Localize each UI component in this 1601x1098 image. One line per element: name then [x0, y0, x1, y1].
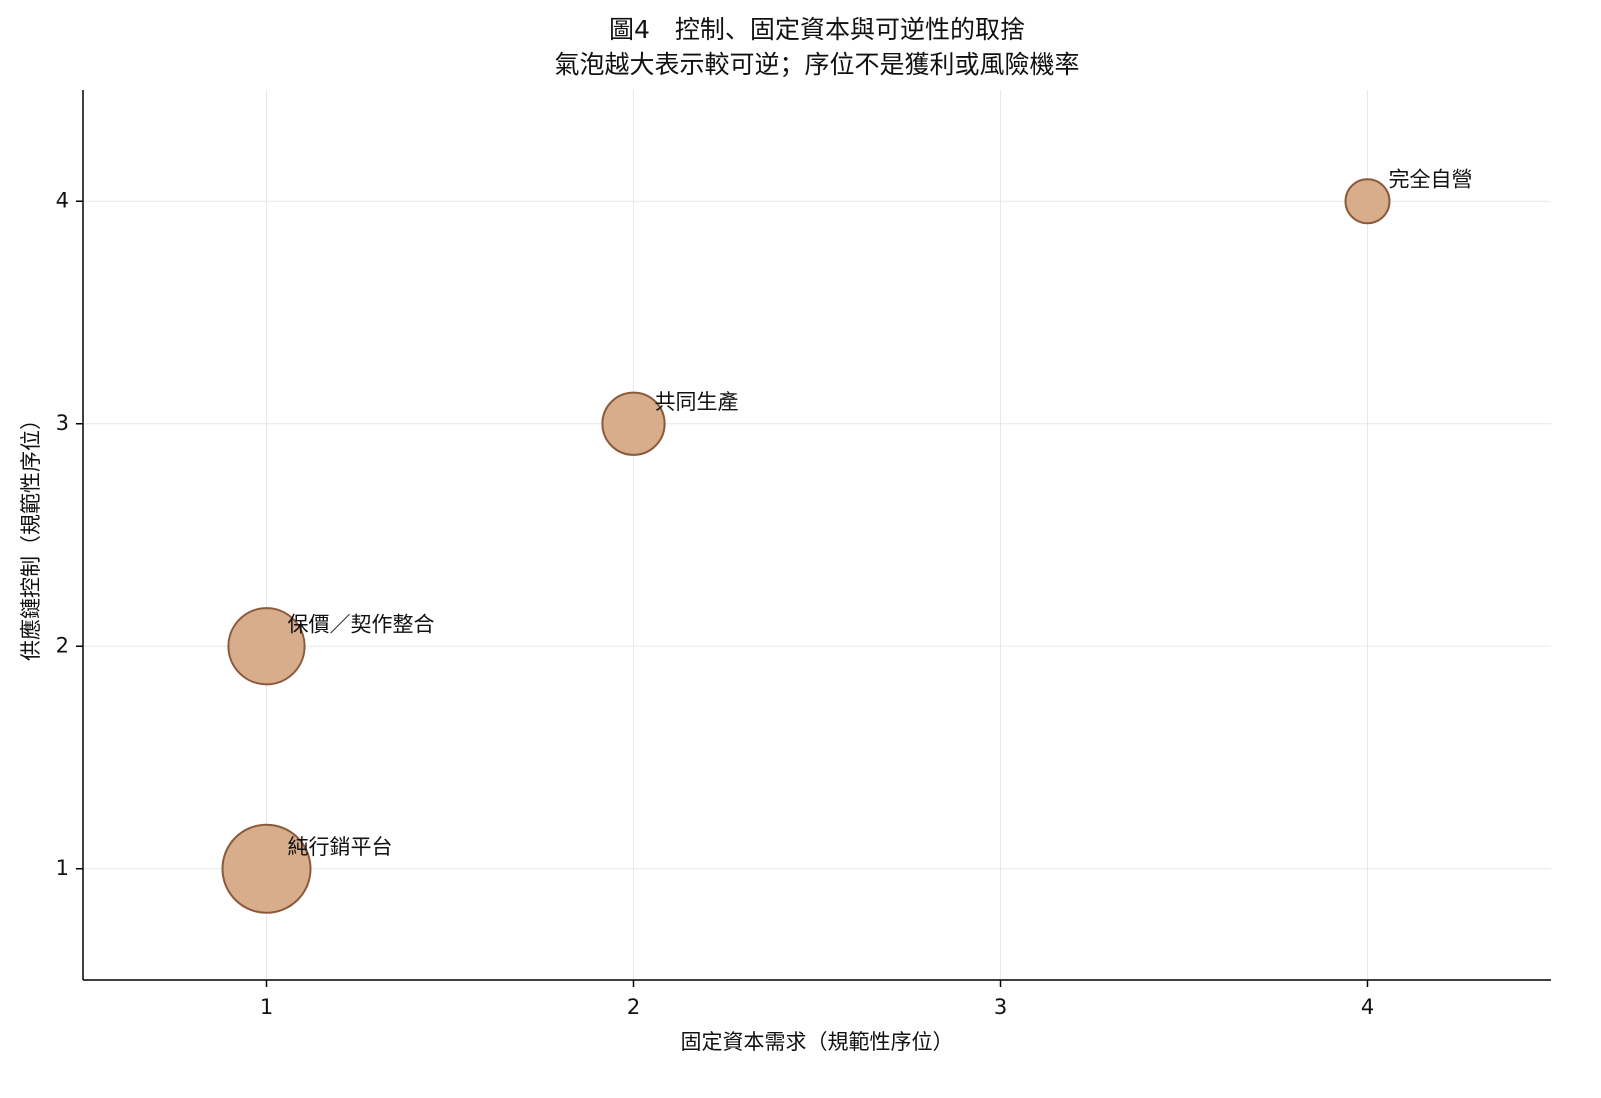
chart-subtitle: 氣泡越大表示較可逆；序位不是獲利或風險機率: [554, 50, 1079, 79]
point-label: 完全自營: [1389, 167, 1473, 191]
point-label: 共同生產: [655, 390, 739, 414]
y-tick-label: 1: [56, 856, 69, 880]
y-tick-label: 2: [56, 633, 69, 657]
bubble: [221, 823, 312, 914]
bubble: [601, 391, 666, 456]
x-tick-label: 4: [1361, 995, 1374, 1019]
point-label: 保價／契作整合: [288, 612, 435, 636]
chart-title: 圖4 控制、固定資本與可逆性的取捨: [609, 15, 1025, 44]
x-tick-label: 2: [627, 995, 640, 1019]
y-tick-label: 4: [56, 188, 69, 212]
y-axis-label: 供應鏈控制（規範性序位）: [19, 409, 43, 661]
y-tick-label: 3: [56, 411, 69, 435]
bubble: [1344, 178, 1391, 225]
x-tick-label: 1: [260, 995, 273, 1019]
bubble: [227, 607, 306, 686]
point-label: 純行銷平台: [288, 835, 393, 859]
x-axis-label: 固定資本需求（規範性序位）: [681, 1030, 954, 1054]
x-tick-label: 3: [994, 995, 1007, 1019]
